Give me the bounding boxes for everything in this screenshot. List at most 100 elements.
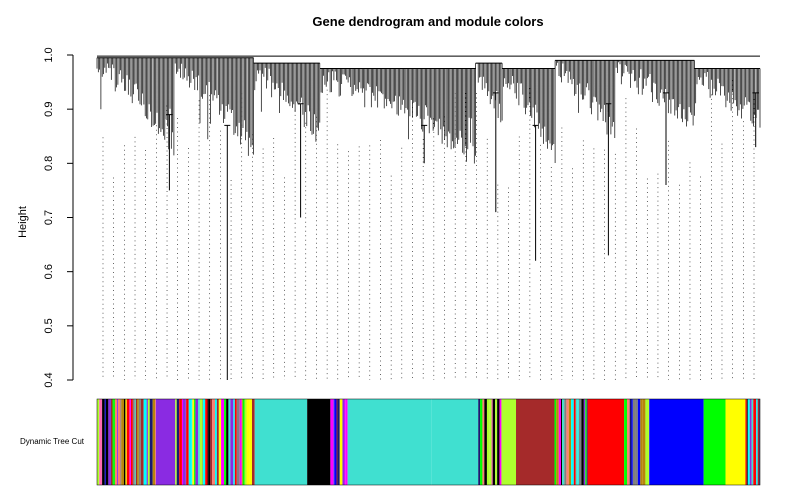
- module-color-stripe: [105, 399, 109, 485]
- module-color-block: [725, 399, 746, 485]
- module-color-stripe: [194, 399, 196, 485]
- module-color-stripe: [135, 399, 138, 485]
- module-color-stripe: [337, 399, 340, 485]
- module-color-stripe: [207, 399, 209, 485]
- module-color-stripe: [188, 399, 192, 485]
- module-color-stripe: [239, 399, 242, 485]
- module-color-stripe: [480, 399, 483, 485]
- y-tick-label: 0.8: [43, 156, 55, 171]
- module-color-stripe: [344, 399, 346, 485]
- module-color-stripe: [753, 399, 757, 485]
- module-color-stripe: [486, 399, 490, 485]
- module-color-stripe: [138, 399, 141, 485]
- module-color-stripe: [330, 399, 334, 485]
- module-color-stripe: [181, 399, 184, 485]
- module-color-stripe: [749, 399, 752, 485]
- module-color-stripe: [108, 399, 111, 485]
- module-color-stripe: [216, 399, 219, 485]
- module-color-stripe: [581, 399, 584, 485]
- module-color-stripe: [631, 399, 633, 485]
- module-color-stripe: [484, 399, 487, 485]
- module-color-stripe: [198, 399, 200, 485]
- module-color-block: [516, 399, 555, 485]
- module-color-stripe: [645, 399, 649, 485]
- module-color-stripe: [224, 399, 227, 485]
- module-color-stripe: [578, 399, 582, 485]
- module-color-stripe: [586, 399, 588, 485]
- module-color-stripe: [747, 399, 750, 485]
- module-color-stripe: [152, 399, 156, 485]
- module-color-stripe: [640, 399, 643, 485]
- module-color-stripe: [124, 399, 126, 485]
- y-axis: 0.4 0.5 0.6 0.7 0.8 0.9 1.0: [43, 47, 74, 388]
- module-color-stripe: [242, 399, 245, 485]
- module-color-stripe: [648, 399, 650, 485]
- module-color-stripe: [236, 399, 240, 485]
- module-color-stripe: [218, 399, 222, 485]
- module-color-stripe: [125, 399, 127, 485]
- module-color-stripe: [575, 399, 578, 485]
- module-color-stripe: [97, 399, 100, 485]
- module-color-stripe: [129, 399, 131, 485]
- module-color-stripe: [585, 399, 587, 485]
- module-color-stripe: [489, 399, 492, 485]
- module-color-stripe: [491, 399, 493, 485]
- module-color-stripe: [185, 399, 187, 485]
- module-color-stripe: [208, 399, 211, 485]
- module-color-block: [307, 399, 331, 485]
- module-color-row: [97, 399, 760, 485]
- module-color-stripe: [342, 399, 345, 485]
- module-color-stripe: [251, 399, 255, 485]
- module-color-stripe: [102, 399, 105, 485]
- chart-title: Gene dendrogram and module colors: [312, 14, 543, 29]
- module-color-stripe: [556, 399, 559, 485]
- module-color-stripe: [132, 399, 135, 485]
- module-color-stripe: [562, 399, 565, 485]
- dendrogram-merge-lines: [97, 55, 760, 69]
- module-color-stripe: [629, 399, 632, 485]
- module-color-stripe: [110, 399, 113, 485]
- plot-area: [96, 55, 761, 380]
- module-color-stripe: [246, 399, 250, 485]
- module-color-stripe: [230, 399, 234, 485]
- module-color-stripe: [497, 399, 500, 485]
- module-color-stripe: [143, 399, 147, 485]
- module-color-stripe: [759, 399, 760, 485]
- module-color-stripe: [492, 399, 496, 485]
- module-color-stripe: [226, 399, 229, 485]
- module-color-block: [649, 399, 704, 485]
- module-color-stripe: [756, 399, 758, 485]
- module-color-stripe: [205, 399, 208, 485]
- dendrogram-tree: [96, 55, 761, 380]
- module-color-stripe: [571, 399, 574, 485]
- module-color-stripe: [624, 399, 628, 485]
- module-color-stripe: [149, 399, 153, 485]
- module-color-stripe: [147, 399, 150, 485]
- module-color-stripe: [244, 399, 247, 485]
- module-color-stripe: [249, 399, 252, 485]
- module-color-stripe: [339, 399, 343, 485]
- module-color-stripe: [112, 399, 114, 485]
- module-color-stripe: [221, 399, 225, 485]
- module-color-stripe: [482, 399, 485, 485]
- module-color-stripe: [333, 399, 335, 485]
- module-color-stripe: [212, 399, 215, 485]
- module-color-block: [501, 399, 517, 485]
- module-color-stripe: [175, 399, 177, 485]
- module-color-stripe: [234, 399, 237, 485]
- module-color-block: [431, 399, 479, 485]
- module-color-stripe: [478, 399, 481, 485]
- module-color-block: [156, 399, 176, 485]
- module-color-stripe: [577, 399, 579, 485]
- module-color-stripe: [117, 399, 118, 485]
- module-color-stripe: [192, 399, 195, 485]
- y-tick-label: 0.5: [43, 318, 55, 333]
- module-color-stripe: [499, 399, 502, 485]
- module-color-stripe: [134, 399, 136, 485]
- module-color-stripe: [146, 399, 148, 485]
- module-color-stripe: [183, 399, 186, 485]
- module-color-stripe: [345, 399, 348, 485]
- module-color-stripe: [627, 399, 630, 485]
- module-color-stripe: [336, 399, 338, 485]
